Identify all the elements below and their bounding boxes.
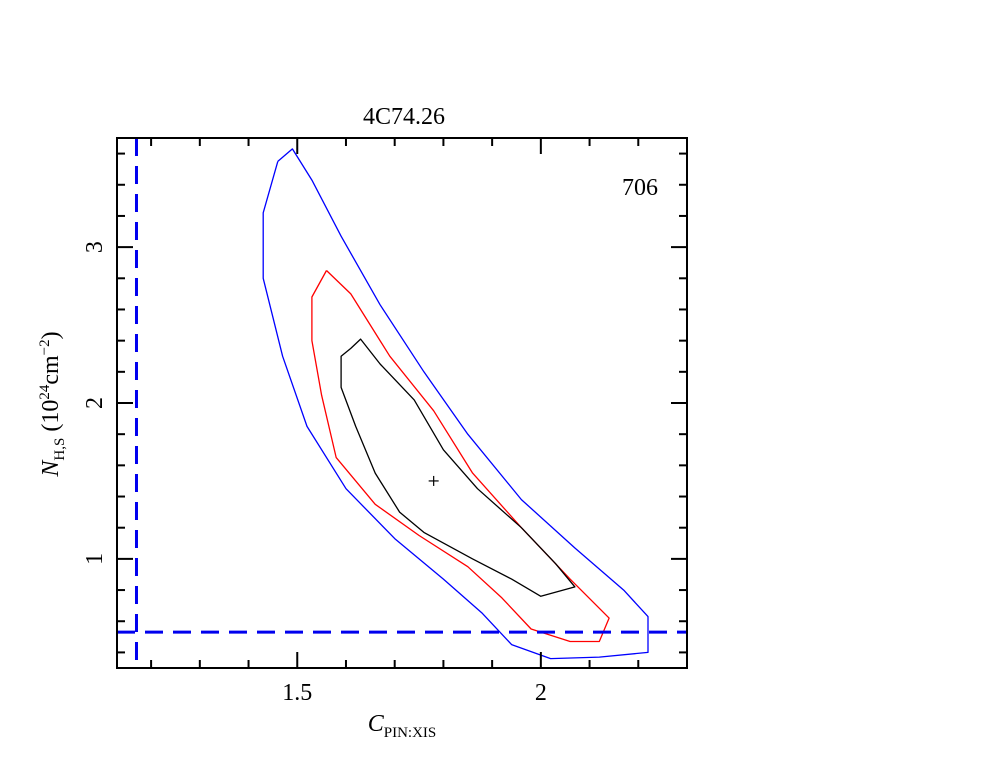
y-axis-unit-sup: 24 <box>37 384 53 400</box>
x-axis-label: CPIN:XIS <box>368 711 437 741</box>
y-axis-unit-pre: (10 <box>38 400 64 432</box>
x-axis-label-main: C <box>368 711 385 737</box>
x-axis-label-sub: PIN:XIS <box>384 725 437 741</box>
y-axis-label-sub: H,S <box>52 438 68 461</box>
y-tick-label: 3 <box>82 241 108 253</box>
y-tick-label: 1 <box>82 553 108 565</box>
plot-frame <box>116 137 688 669</box>
y-axis-unit-post: ) <box>38 331 64 339</box>
contour-outer <box>262 148 649 660</box>
y-tick-label: 2 <box>82 397 108 409</box>
contour-inner <box>340 338 576 597</box>
y-axis-label: NH,S (1024cm−2) <box>37 331 68 477</box>
y-axis-label-main: N <box>38 459 64 478</box>
x-tick-label: 2 <box>535 680 547 706</box>
plot-area <box>117 138 687 668</box>
chart-title: 4C74.26 <box>363 104 445 130</box>
y-axis-unit-mid: cm <box>38 355 64 385</box>
y-axis-unit-sup2: −2 <box>37 339 53 355</box>
plot-clip-group <box>117 138 687 668</box>
plot-annotation: 706 <box>622 175 658 201</box>
x-tick-label: 1.5 <box>282 680 312 706</box>
axis-ticks: 1.5 2 1 2 3 <box>82 138 688 706</box>
best-fit-marker <box>428 475 439 486</box>
contour-middle <box>311 270 610 643</box>
